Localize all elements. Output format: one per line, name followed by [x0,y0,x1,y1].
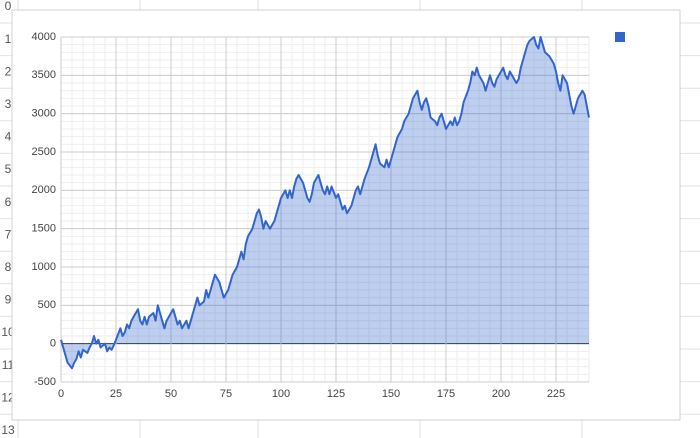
row-number: 2 [5,64,12,78]
y-tick-label: -500 [34,376,56,388]
y-tick-label: 2000 [32,184,56,196]
x-tick-label: 25 [110,388,122,400]
y-tick-label: 3000 [32,108,56,120]
row-number: 3 [5,97,12,111]
x-tick-label: 150 [382,388,400,400]
y-tick-label: 0 [50,338,56,350]
row-number: 5 [5,162,12,176]
y-tick-label: 2500 [32,146,56,158]
row-number: 13 [1,423,15,437]
x-tick-label: 100 [272,388,290,400]
area-line [60,36,590,370]
x-tick-label: 0 [58,388,64,400]
y-tick-label: 1000 [32,261,56,273]
row-number: 6 [5,195,12,209]
y-tick-label: 1500 [32,223,56,235]
row-number: 9 [5,293,12,307]
x-tick-label: 200 [492,388,510,400]
y-tick-label: 3500 [32,69,56,81]
y-tick-label: 500 [38,299,56,311]
row-number: 8 [5,260,12,274]
row-number: 0 [5,0,12,13]
row-number: 4 [5,130,12,144]
legend-swatch [615,32,625,42]
y-tick-label: 4000 [32,31,56,43]
x-tick-label: 75 [220,388,232,400]
x-tick-label: 125 [327,388,345,400]
x-tick-label: 225 [547,388,565,400]
x-tick-label: 50 [165,388,177,400]
row-number: 7 [5,227,12,241]
row-number: 11 [2,358,15,372]
row-number: 1 [5,32,12,46]
x-tick-label: 175 [437,388,455,400]
area-fill [61,37,589,369]
